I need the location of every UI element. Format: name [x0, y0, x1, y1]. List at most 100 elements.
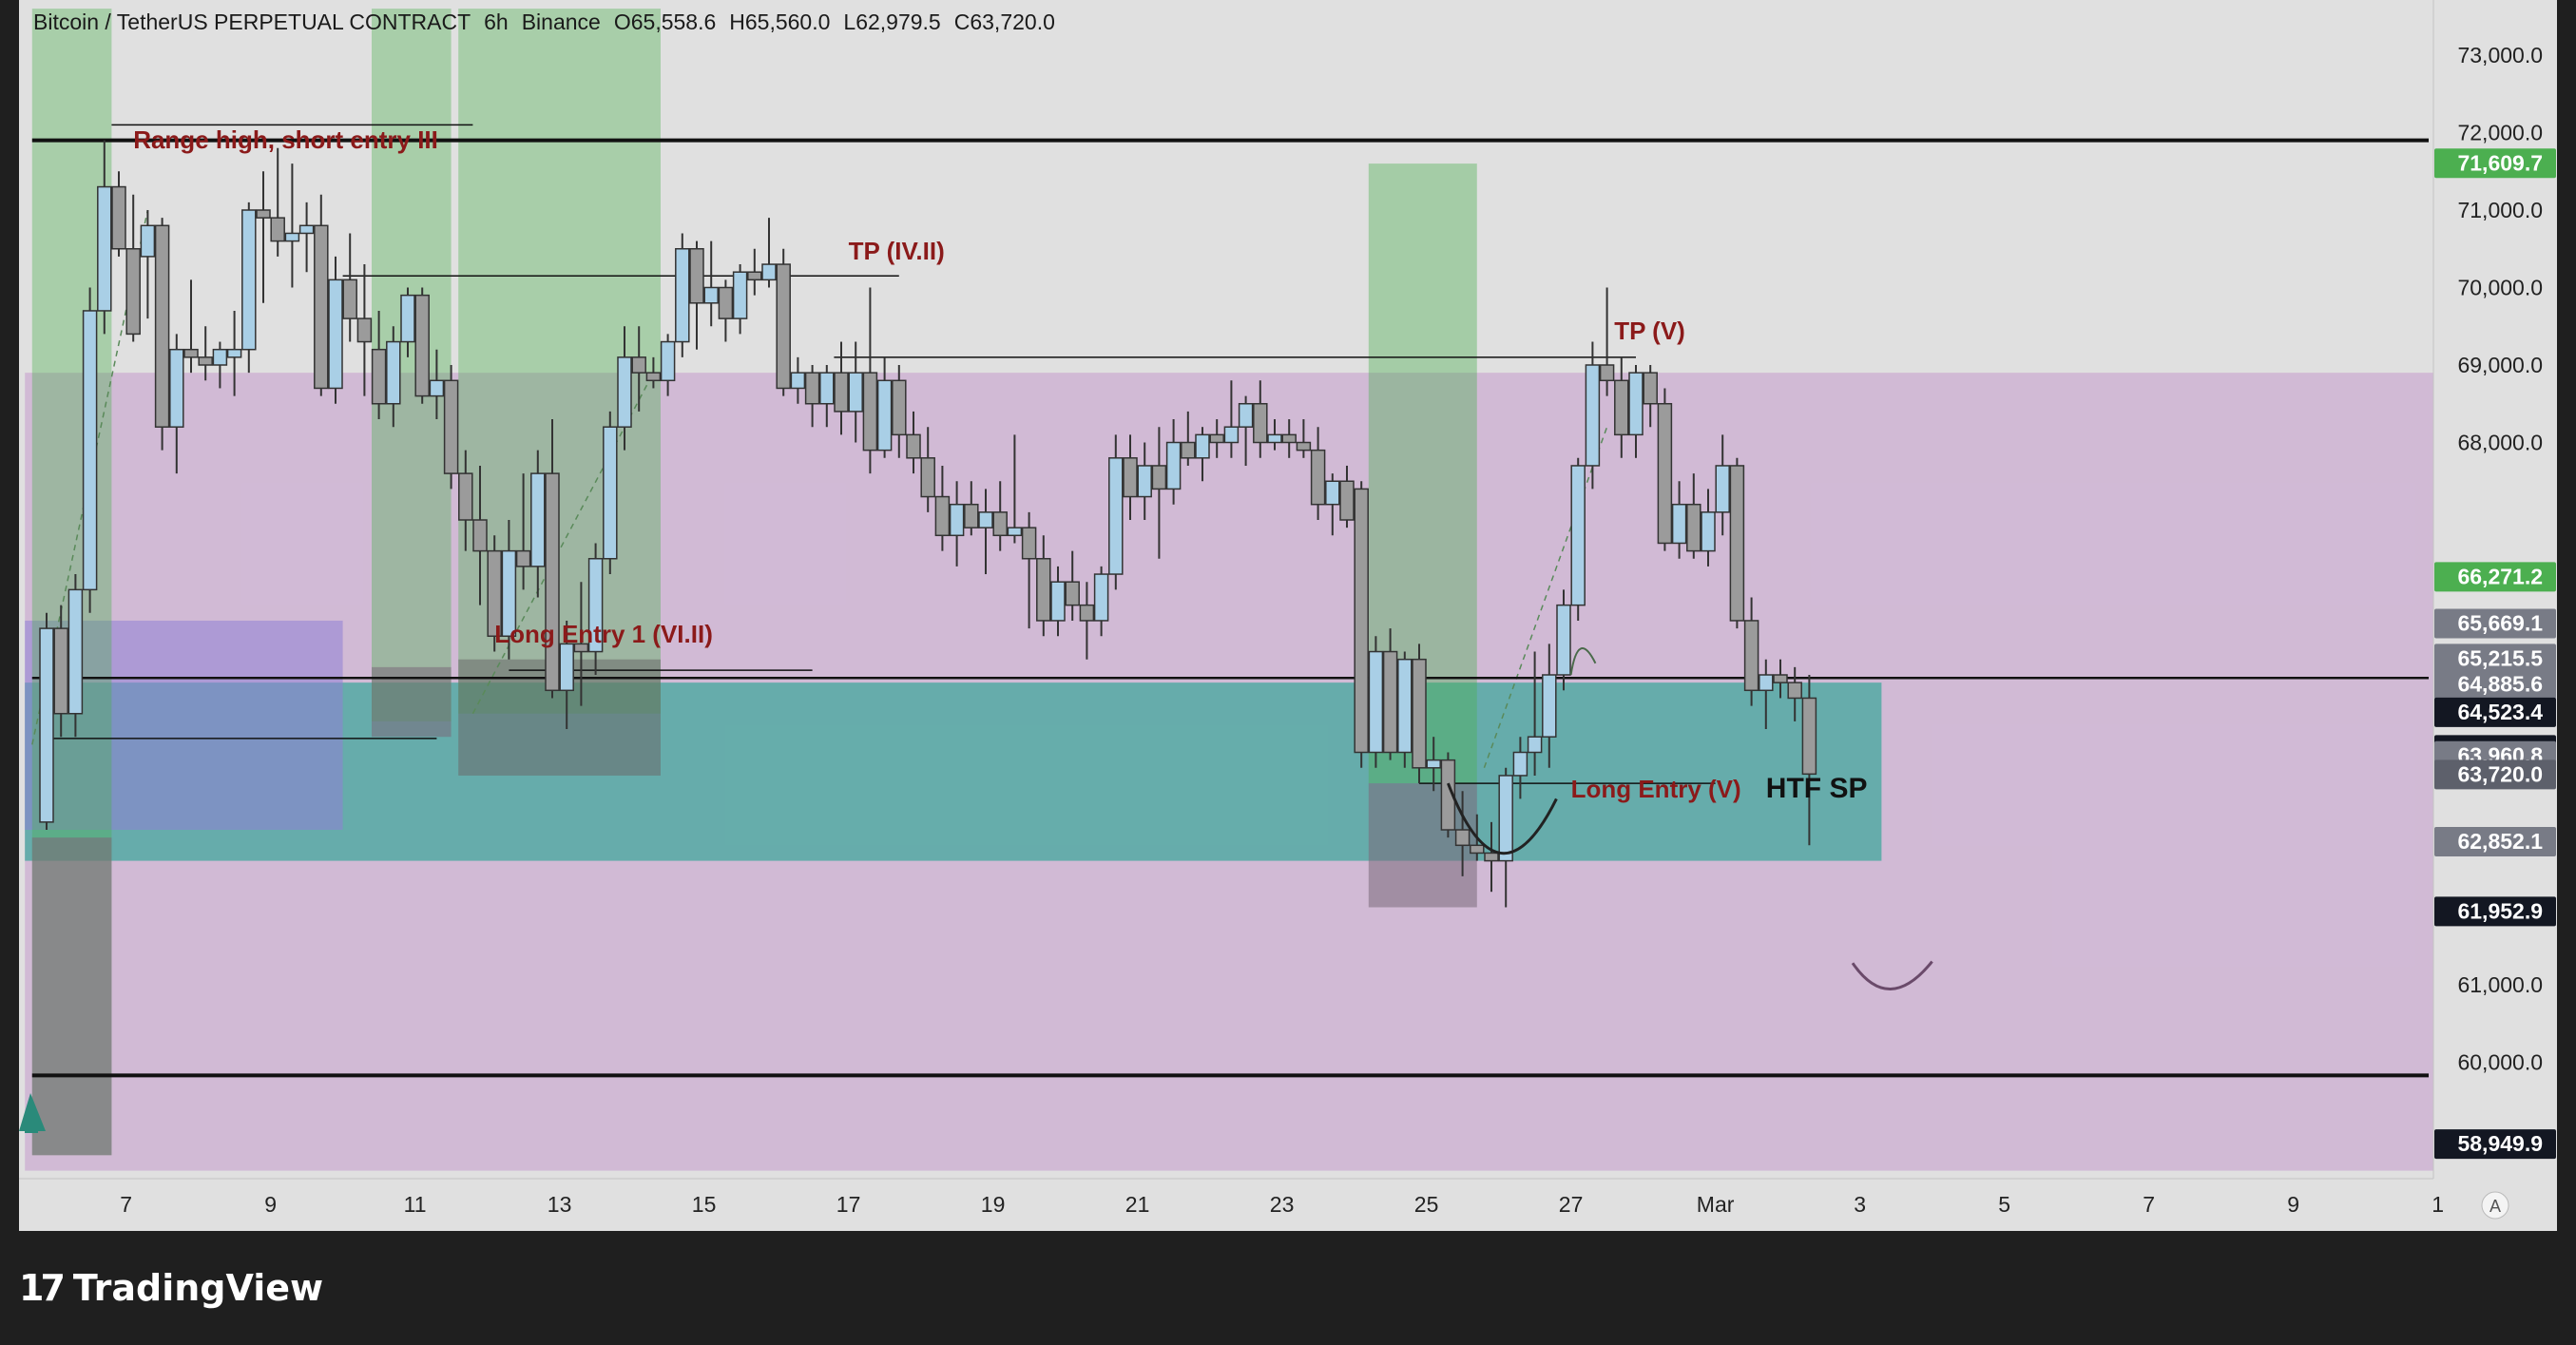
candle-body[interactable]: [443, 379, 459, 474]
candle-body[interactable]: [1108, 457, 1124, 575]
auto-scale-button[interactable]: [2481, 1191, 2509, 1220]
candle-body[interactable]: [284, 232, 300, 242]
candle-body[interactable]: [82, 310, 98, 591]
candle-body[interactable]: [328, 279, 343, 390]
candle-body[interactable]: [645, 372, 662, 382]
candle-body[interactable]: [790, 372, 806, 390]
candle-body[interactable]: [371, 348, 387, 405]
candle-body[interactable]: [140, 224, 156, 258]
candle-body[interactable]: [154, 224, 170, 428]
candle-body[interactable]: [1556, 604, 1571, 676]
candle-body[interactable]: [487, 549, 502, 637]
candle-body[interactable]: [53, 627, 68, 715]
chart-annotation[interactable]: Long Entry (V): [1571, 775, 1741, 803]
zone-box[interactable]: [31, 837, 112, 1156]
price-label-box[interactable]: [2434, 562, 2556, 592]
candle-body[interactable]: [1643, 372, 1658, 405]
candle-body[interactable]: [1296, 441, 1312, 452]
candle-body[interactable]: [631, 356, 646, 374]
candle-body[interactable]: [414, 294, 430, 397]
candle-body[interactable]: [97, 185, 112, 312]
candle-body[interactable]: [1570, 465, 1586, 606]
candle-body[interactable]: [1773, 674, 1788, 683]
candle-body[interactable]: [314, 224, 329, 390]
price-label-box[interactable]: [2434, 669, 2556, 700]
candle-body[interactable]: [1093, 573, 1109, 622]
candle-body[interactable]: [703, 286, 719, 304]
candle-body[interactable]: [1599, 364, 1615, 382]
candle-body[interactable]: [1195, 433, 1210, 459]
chart-annotation[interactable]: Long Entry 1 (VI.II): [494, 620, 713, 648]
candle-body[interactable]: [1007, 527, 1023, 537]
candle-body[interactable]: [515, 549, 531, 567]
candle-body[interactable]: [1715, 465, 1730, 513]
chart-annotation[interactable]: TP (V): [1614, 317, 1685, 345]
candle-body[interactable]: [1325, 480, 1340, 506]
candle-body[interactable]: [573, 643, 589, 653]
candle-body[interactable]: [472, 519, 488, 552]
candle-body[interactable]: [1671, 503, 1687, 545]
candle-body[interactable]: [1310, 449, 1326, 506]
price-label-box[interactable]: [2434, 896, 2556, 927]
candle-body[interactable]: [1614, 379, 1629, 436]
candle-body[interactable]: [1267, 433, 1282, 444]
candle-body[interactable]: [1165, 441, 1182, 490]
candle-body[interactable]: [992, 511, 1008, 537]
chart-annotation[interactable]: HTF SP: [1766, 773, 1868, 804]
candle-body[interactable]: [125, 248, 141, 336]
candle-body[interactable]: [1397, 658, 1413, 754]
price-label-box[interactable]: [2434, 1129, 2556, 1160]
candle-body[interactable]: [1151, 465, 1167, 490]
candle-body[interactable]: [1498, 775, 1513, 862]
chart-annotation[interactable]: TP (IV.II): [849, 237, 945, 265]
candle-body[interactable]: [501, 549, 517, 637]
candle-body[interactable]: [1079, 604, 1095, 622]
candle-body[interactable]: [1382, 650, 1398, 754]
candle-body[interactable]: [1021, 527, 1037, 560]
candle-body[interactable]: [183, 348, 199, 358]
candle-body[interactable]: [1484, 852, 1499, 862]
candle-body[interactable]: [1470, 844, 1485, 855]
candle-body[interactable]: [1036, 558, 1051, 622]
candle-body[interactable]: [356, 317, 373, 343]
candle-body[interactable]: [718, 286, 734, 319]
candle-body[interactable]: [559, 643, 574, 692]
candle-body[interactable]: [1585, 364, 1601, 467]
candle-body[interactable]: [1181, 441, 1196, 459]
candle-body[interactable]: [1801, 697, 1817, 776]
price-label-box[interactable]: [2434, 148, 2556, 179]
symbol-name[interactable]: Bitcoin / TetherUS PERPETUAL CONTRACT: [33, 10, 471, 34]
candle-body[interactable]: [298, 224, 315, 235]
candle-body[interactable]: [226, 348, 242, 358]
price-label-box[interactable]: [2434, 608, 2556, 639]
candle-body[interactable]: [1137, 465, 1152, 498]
candle-body[interactable]: [747, 271, 762, 281]
candle-body[interactable]: [848, 372, 863, 413]
timeframe[interactable]: 6h: [484, 10, 509, 34]
candlestick-chart[interactable]: Range high, short entry III TP (IV.II) TP …: [19, 0, 2557, 1231]
candle-body[interactable]: [906, 433, 921, 459]
candle-body[interactable]: [530, 472, 546, 567]
candle-body[interactable]: [1729, 465, 1745, 622]
candle-body[interactable]: [689, 248, 704, 304]
candle-body[interactable]: [934, 495, 951, 537]
candle-body[interactable]: [1686, 503, 1701, 552]
candle-body[interactable]: [603, 426, 618, 560]
candle-body[interactable]: [429, 379, 445, 397]
time-axis[interactable]: [19, 1179, 2557, 1231]
candle-body[interactable]: [876, 379, 893, 452]
candle-body[interactable]: [458, 472, 473, 521]
candle-body[interactable]: [1281, 433, 1297, 444]
candle-body[interactable]: [587, 558, 604, 653]
candle-body[interactable]: [400, 294, 415, 343]
candle-body[interactable]: [256, 209, 271, 219]
chart-annotation[interactable]: Range high, short entry III: [133, 125, 438, 154]
chart-area[interactable]: Range high, short entry III TP (IV.II) TP …: [19, 0, 2557, 1231]
candle-body[interactable]: [949, 503, 965, 537]
candle-body[interactable]: [1339, 480, 1355, 521]
candle-body[interactable]: [675, 248, 690, 343]
candle-body[interactable]: [761, 263, 777, 281]
candle-body[interactable]: [1454, 829, 1471, 847]
candle-body[interactable]: [964, 503, 979, 528]
price-label-box[interactable]: [2434, 644, 2556, 674]
